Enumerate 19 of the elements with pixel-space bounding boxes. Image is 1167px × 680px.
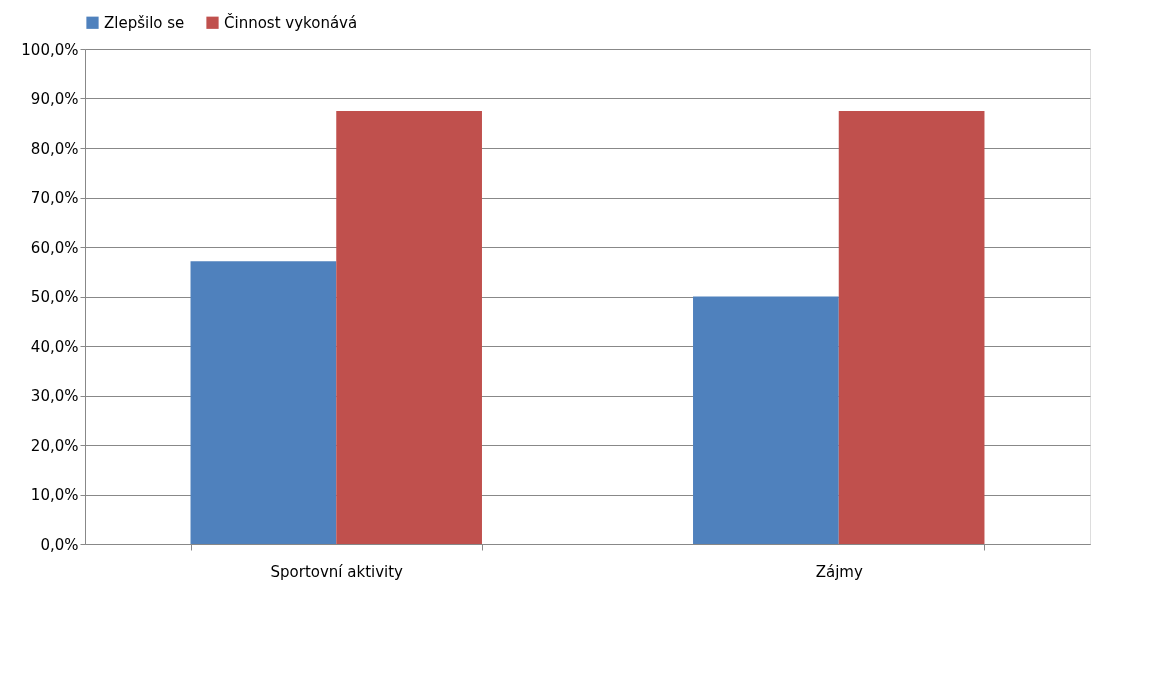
y-tick-label: 80,0% bbox=[30, 139, 79, 158]
y-tick-label: 70,0% bbox=[30, 189, 79, 207]
y-tick-label: 100,0% bbox=[21, 40, 79, 59]
legend-label: Zlepšilo se bbox=[104, 13, 185, 32]
y-tick-label: 10,0% bbox=[30, 486, 79, 504]
bar bbox=[190, 261, 337, 544]
x-tick-label: Sportovní aktivity bbox=[270, 562, 404, 581]
y-tick-label: 50,0% bbox=[30, 288, 79, 306]
y-tick-label: 90,0% bbox=[30, 90, 79, 108]
y-tick-label: 20,0% bbox=[30, 436, 79, 455]
bar bbox=[693, 296, 839, 544]
x-tick-label: Zájmy bbox=[815, 562, 863, 581]
y-tick-label: 30,0% bbox=[30, 387, 79, 405]
bar bbox=[336, 110, 482, 544]
y-tick-label: 0,0% bbox=[40, 535, 79, 554]
legend-label: Činnost vykonává bbox=[224, 12, 358, 32]
y-tick-label: 60,0% bbox=[30, 238, 79, 257]
bar bbox=[838, 110, 985, 544]
y-tick-label: 40,0% bbox=[30, 337, 79, 356]
